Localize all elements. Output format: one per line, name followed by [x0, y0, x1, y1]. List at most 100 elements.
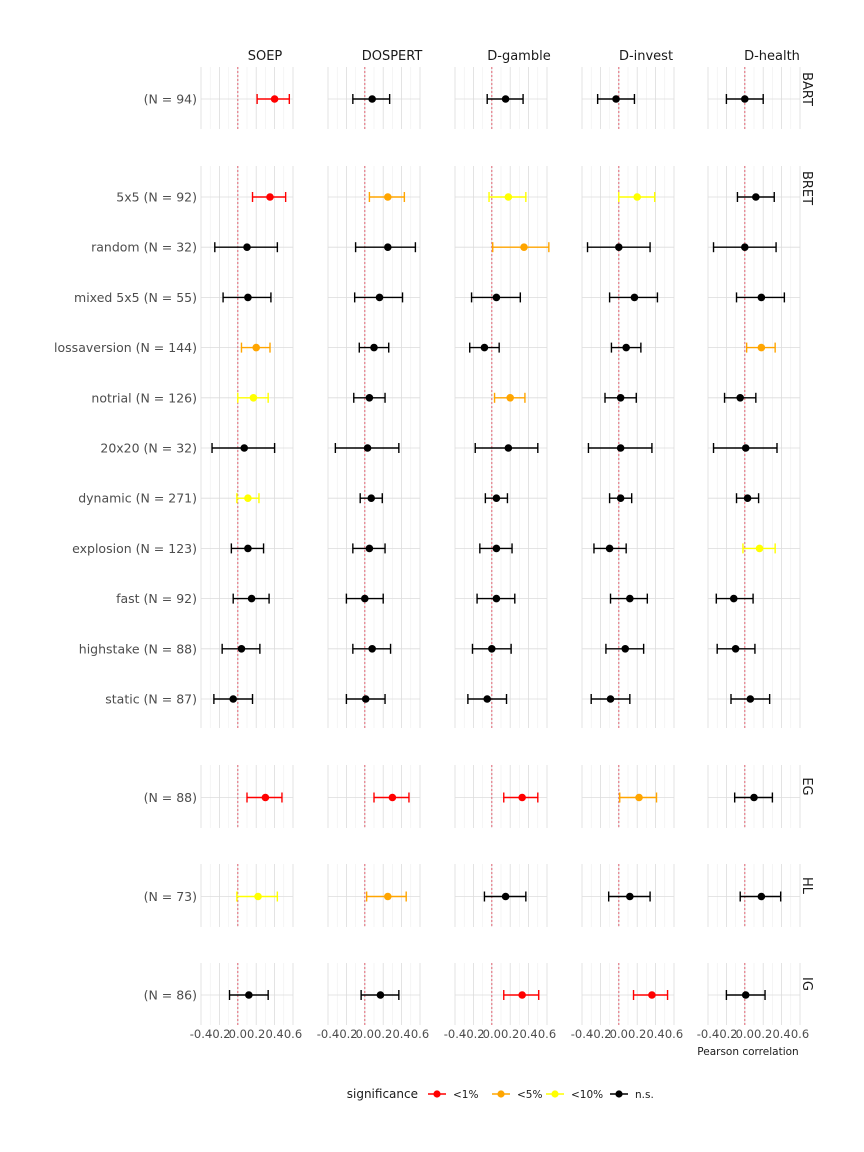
estimate-point — [244, 544, 252, 553]
x-tick-label: 0.2 — [374, 1027, 392, 1041]
estimate-point — [361, 594, 369, 603]
estimate-point — [492, 293, 501, 302]
column-title: DOSPERT — [362, 49, 423, 64]
estimate-point — [520, 243, 528, 251]
estimate-point — [244, 293, 252, 302]
row-label: explosion (N = 123) — [72, 541, 197, 556]
x-tick-label: 0.4 — [392, 1027, 410, 1041]
row-label: 5x5 (N = 92) — [116, 190, 197, 205]
x-tick-label: 0.6 — [791, 1027, 809, 1041]
estimate-point — [506, 394, 514, 402]
estimate-point — [606, 695, 615, 703]
estimate-point — [365, 394, 374, 402]
x-tick-label: 0.0 — [483, 1027, 501, 1041]
estimate-point — [616, 494, 625, 503]
estimate-point — [375, 293, 384, 302]
estimate-point — [633, 193, 641, 201]
estimate-point — [504, 193, 513, 201]
estimate-point — [261, 793, 270, 802]
estimate-point — [635, 793, 643, 802]
legend-key-point — [497, 1090, 505, 1098]
estimate-point — [622, 343, 630, 352]
column-title: D-invest — [619, 49, 673, 64]
estimate-point — [376, 991, 385, 999]
estimate-point — [757, 892, 766, 901]
column-title: D-health — [744, 49, 800, 64]
x-tick-label: 0.0 — [356, 1027, 374, 1041]
estimate-point — [492, 494, 501, 503]
estimate-point — [480, 343, 489, 352]
facet-label: BRET — [799, 171, 814, 205]
legend-label: <1% — [453, 1089, 478, 1101]
estimate-point — [741, 95, 749, 103]
row-label: highstake (N = 88) — [79, 641, 197, 656]
estimate-point — [501, 95, 510, 103]
row-label: random (N = 32) — [91, 240, 197, 255]
text-layer: SOEP DOSPERT D-gamble D-invest D-health BART (… — [54, 49, 814, 1058]
estimate-point — [367, 494, 376, 503]
estimate-point — [626, 892, 634, 901]
row-label: mixed 5x5 (N = 55) — [74, 290, 197, 305]
estimate-point — [245, 991, 253, 999]
x-tick-label: 0.4 — [772, 1027, 790, 1041]
facet-label: HL — [799, 877, 814, 895]
x-tick-label: 0.4 — [519, 1027, 537, 1041]
row-label: static (N = 87) — [105, 692, 197, 707]
estimate-point — [736, 394, 744, 402]
x-tick-label: 0.6 — [665, 1027, 683, 1041]
legend-label: <10% — [571, 1089, 603, 1101]
x-tick-label: -0.4 — [697, 1027, 719, 1041]
x-tick-label: 0.4 — [646, 1027, 664, 1041]
x-tick-label: 0.4 — [265, 1027, 283, 1041]
estimate-point — [743, 494, 752, 503]
estimate-point — [612, 95, 620, 103]
estimate-point — [240, 444, 249, 452]
legend-label: n.s. — [635, 1089, 654, 1101]
estimate-point — [757, 293, 766, 302]
estimate-point — [741, 243, 749, 251]
estimate-point — [388, 793, 397, 802]
row-label: dynamic (N = 271) — [78, 491, 197, 506]
estimate-point — [501, 892, 510, 901]
estimate-point — [729, 594, 738, 603]
x-tick-label: 0.2 — [247, 1027, 265, 1041]
legend-key-point — [615, 1090, 623, 1098]
x-tick-label: -0.4 — [317, 1027, 339, 1041]
estimate-point — [504, 444, 513, 452]
x-tick-label: -0.4 — [571, 1027, 593, 1041]
row-label: (N = 94) — [144, 92, 197, 107]
estimate-point — [746, 695, 755, 703]
estimate-point — [483, 695, 492, 703]
legend-key-point — [433, 1090, 441, 1098]
estimate-point — [384, 892, 392, 901]
x-tick-label: -0.4 — [190, 1027, 212, 1041]
estimate-point — [384, 243, 392, 251]
row-label: (N = 73) — [144, 889, 197, 904]
estimate-point — [648, 991, 656, 999]
estimate-point — [270, 95, 279, 103]
x-tick-label: -0.2 — [208, 1027, 230, 1041]
estimate-point — [252, 343, 260, 352]
marks-layer — [211, 94, 786, 1000]
estimate-point — [630, 293, 639, 302]
estimate-point — [752, 193, 760, 201]
estimate-point — [518, 793, 526, 802]
estimate-point — [368, 645, 376, 653]
estimate-point — [616, 444, 625, 452]
estimate-point — [616, 394, 625, 402]
x-tick-label: 0.6 — [538, 1027, 556, 1041]
x-tick-label: 0.2 — [501, 1027, 519, 1041]
x-tick-label: 0.2 — [628, 1027, 646, 1041]
column-title: SOEP — [248, 49, 283, 64]
estimate-point — [518, 991, 526, 999]
estimate-point — [237, 645, 246, 653]
x-tick-label: -0.2 — [462, 1027, 484, 1041]
row-label: notrial (N = 126) — [91, 390, 197, 405]
estimate-point — [361, 695, 370, 703]
estimate-point — [370, 343, 378, 352]
x-tick-label: 0.0 — [736, 1027, 754, 1041]
x-tick-label: 0.6 — [411, 1027, 429, 1041]
estimate-point — [266, 193, 274, 201]
legend-key-point — [551, 1090, 559, 1098]
